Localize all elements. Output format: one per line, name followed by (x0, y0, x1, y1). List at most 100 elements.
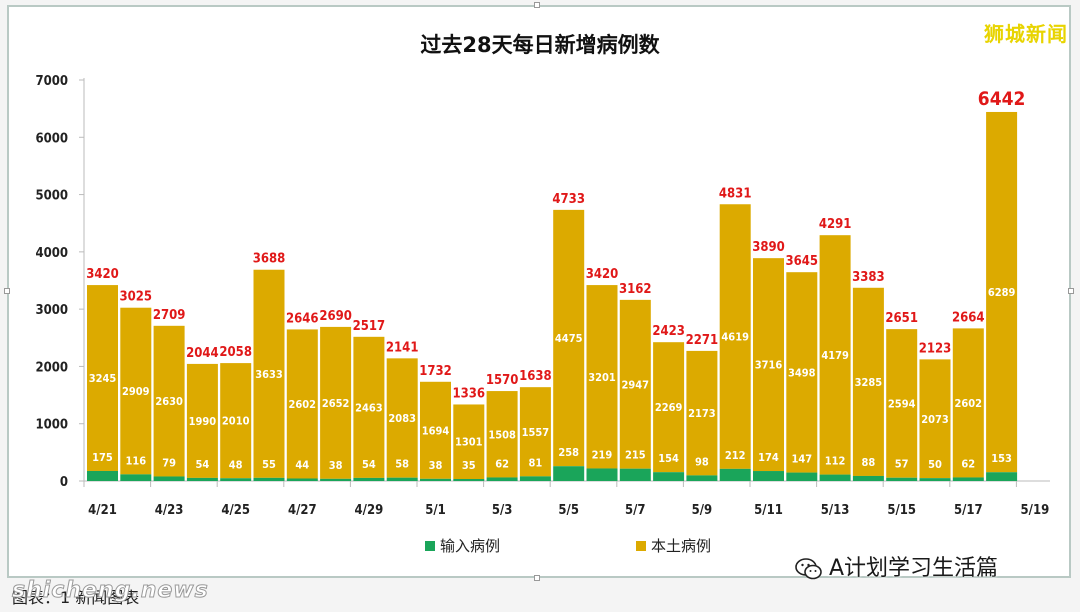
total-value-label: 1732 (419, 364, 452, 379)
total-value-label: 3688 (253, 252, 286, 267)
imported-value-label: 81 (529, 456, 543, 469)
imported-value-label: 215 (625, 449, 646, 462)
bar-imported-5/12 (786, 472, 818, 481)
bar-local-5/17 (952, 328, 984, 478)
total-value-label: 2646 (286, 311, 319, 326)
bar-local-5/16 (919, 359, 951, 479)
local-value-label: 2073 (921, 413, 949, 426)
total-value-label: 2271 (686, 333, 719, 348)
x-tick-label: 5/5 (558, 503, 579, 518)
total-value-label: 6442 (978, 88, 1026, 110)
local-value-label: 1557 (522, 426, 550, 439)
bar-local-5/1 (420, 381, 451, 479)
bar-imported-5/8 (653, 472, 685, 481)
bar-local-5/9 (686, 350, 718, 476)
total-value-label: 1570 (486, 373, 519, 388)
x-tick-label: 5/13 (821, 503, 850, 518)
bar-imported-5/9 (686, 475, 718, 481)
local-value-label: 3285 (855, 376, 883, 389)
wechat-icon (795, 558, 822, 580)
local-value-label: 2269 (655, 401, 683, 414)
local-value-label: 2463 (355, 401, 383, 414)
chart-frame (7, 5, 1071, 578)
y-tick-label: 2000 (35, 360, 68, 375)
resize-handle[interactable] (1068, 288, 1074, 294)
bar-local-5/18 (986, 111, 1018, 473)
local-value-label: 3716 (755, 359, 783, 372)
bar-local-4/25 (220, 363, 252, 479)
bar-imported-4/27 (286, 478, 318, 481)
imported-value-label: 55 (262, 458, 276, 471)
bar-imported-4/22 (120, 474, 152, 481)
bar-imported-5/11 (753, 471, 784, 481)
imported-value-label: 57 (895, 458, 909, 471)
local-value-label: 3245 (89, 372, 117, 385)
local-value-label: 2594 (888, 397, 916, 410)
total-value-label: 2123 (919, 341, 952, 356)
bar-local-5/12 (786, 272, 818, 473)
legend-swatch (425, 541, 435, 551)
bar-imported-5/6 (586, 468, 618, 481)
bar-local-4/29 (353, 336, 385, 478)
imported-value-label: 54 (362, 458, 376, 471)
resize-handle[interactable] (534, 2, 540, 8)
resize-handle[interactable] (534, 575, 540, 581)
x-tick-label: 5/19 (1021, 503, 1050, 518)
bar-local-4/23 (153, 325, 185, 477)
x-tick-label: 4/23 (155, 503, 184, 518)
imported-value-label: 175 (92, 451, 113, 464)
imported-value-label: 54 (196, 458, 210, 471)
local-value-label: 2909 (122, 385, 150, 398)
total-value-label: 2423 (652, 324, 685, 339)
bar-imported-5/13 (819, 474, 851, 481)
bar-local-5/15 (886, 329, 918, 478)
x-tick-label: 4/25 (221, 503, 250, 518)
imported-value-label: 35 (462, 459, 476, 472)
local-value-label: 2083 (388, 412, 416, 425)
imported-value-label: 50 (928, 458, 942, 471)
bar-imported-4/26 (253, 477, 285, 481)
x-tick-label: 5/9 (692, 503, 713, 518)
local-value-label: 2602 (955, 397, 983, 410)
bar-imported-5/16 (919, 478, 951, 481)
y-tick-label: 7000 (35, 74, 68, 89)
bar-local-5/13 (819, 235, 851, 475)
bar-local-5/10 (719, 204, 751, 469)
legend-label: 本土病例 (651, 537, 711, 555)
y-tick-label: 1000 (35, 418, 68, 433)
brand-logo: 狮城新闻 (984, 22, 1068, 46)
local-value-label: 2602 (289, 398, 317, 411)
x-tick-label: 5/15 (887, 503, 916, 518)
bar-imported-5/17 (952, 477, 984, 481)
total-value-label: 3420 (86, 267, 119, 282)
x-tick-label: 5/3 (492, 503, 513, 518)
total-value-label: 2664 (952, 310, 985, 325)
total-value-label: 3890 (752, 240, 785, 255)
imported-value-label: 116 (125, 454, 146, 467)
bar-imported-5/14 (852, 475, 884, 481)
total-value-label: 2058 (219, 345, 252, 360)
total-value-label: 4291 (819, 217, 852, 232)
total-value-label: 3383 (852, 270, 885, 285)
local-value-label: 6289 (988, 286, 1016, 299)
imported-value-label: 154 (658, 452, 679, 465)
imported-value-label: 88 (862, 456, 876, 469)
site-watermark: shicheng.news (12, 578, 209, 604)
y-tick-label: 3000 (35, 303, 68, 318)
resize-handle[interactable] (4, 288, 10, 294)
total-value-label: 3420 (586, 267, 619, 282)
imported-value-label: 44 (295, 458, 309, 471)
x-tick-label: 4/27 (288, 503, 317, 518)
local-value-label: 1508 (488, 428, 516, 441)
imported-value-label: 58 (395, 458, 409, 471)
bar-imported-5/5 (553, 466, 585, 481)
bar-local-5/7 (619, 299, 651, 469)
local-value-label: 2630 (155, 395, 183, 408)
local-value-label: 1694 (422, 424, 450, 437)
bar-local-5/2 (453, 404, 485, 479)
source-note: 图表：1 新闻图表 (12, 588, 140, 607)
local-value-label: 3201 (588, 371, 616, 384)
total-value-label: 3162 (619, 282, 652, 297)
imported-value-label: 112 (825, 455, 846, 468)
imported-value-label: 212 (725, 449, 746, 462)
